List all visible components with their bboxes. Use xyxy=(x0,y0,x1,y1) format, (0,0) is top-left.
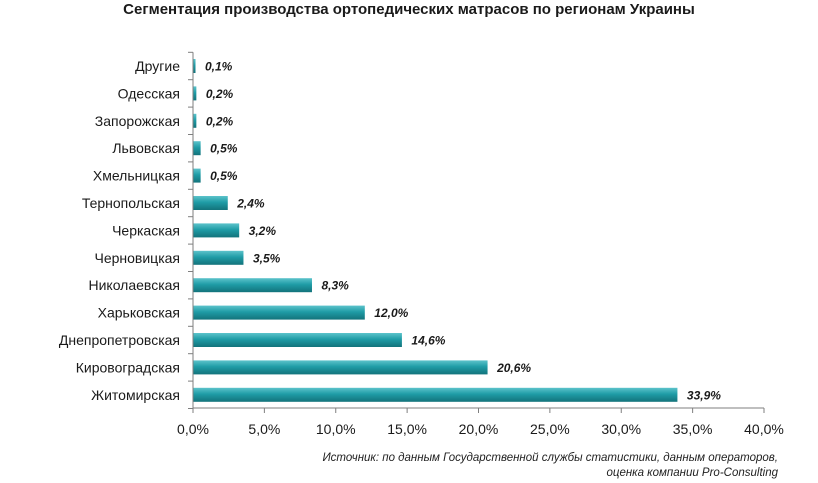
bar-5 xyxy=(193,168,201,183)
category-label-2: Одесская xyxy=(118,85,180,101)
x-tick-label-6: 25,0% xyxy=(530,421,570,437)
data-label-1: 0,1% xyxy=(205,60,233,74)
bar-2 xyxy=(193,86,197,101)
category-label-12: Кировоградская xyxy=(76,359,180,375)
source-note-line-2: оценка компании Pro-Consulting xyxy=(606,467,778,479)
category-label-5: Хмельницкая xyxy=(93,168,180,184)
x-tick-label-8: 35,0% xyxy=(673,421,713,437)
x-tick-label-1: 0,0% xyxy=(177,421,209,437)
x-tick-label-2: 5,0% xyxy=(248,421,280,437)
data-label-10: 12,0% xyxy=(374,306,408,320)
chart-title: Сегментация производства ортопедических … xyxy=(123,1,695,18)
category-label-11: Днепропетровская xyxy=(59,332,180,348)
bar-4 xyxy=(193,141,201,156)
x-tick-label-4: 15,0% xyxy=(387,421,427,437)
data-label-9: 8,3% xyxy=(321,279,349,293)
category-label-7: Черкаская xyxy=(112,222,180,238)
data-label-12: 20,6% xyxy=(496,361,531,375)
category-label-6: Тернопольская xyxy=(82,195,180,211)
data-label-7: 3,2% xyxy=(249,224,277,238)
x-tick-label-5: 20,0% xyxy=(459,421,499,437)
source-note: Источник: по данным Государственной служ… xyxy=(218,451,778,481)
x-tick-label-3: 10,0% xyxy=(316,421,356,437)
category-label-9: Николаевская xyxy=(88,277,180,293)
category-label-8: Черновицкая xyxy=(95,250,181,266)
bar-6 xyxy=(193,196,228,210)
bar-7 xyxy=(193,223,240,238)
bar-10 xyxy=(193,305,365,320)
bar-13 xyxy=(193,387,678,402)
bar-12 xyxy=(193,360,488,375)
data-label-5: 0,5% xyxy=(210,169,238,183)
category-label-10: Харьковская xyxy=(98,305,180,321)
data-label-3: 0,2% xyxy=(206,114,234,128)
data-label-13: 33,9% xyxy=(687,388,721,402)
bar-11 xyxy=(193,333,402,347)
category-label-4: Львовская xyxy=(112,140,180,156)
data-label-6: 2,4% xyxy=(236,197,265,211)
bar-1 xyxy=(193,59,196,73)
data-label-11: 14,6% xyxy=(411,334,445,348)
category-label-13: Житомирская xyxy=(91,387,180,403)
bar-8 xyxy=(193,250,244,265)
x-tick-label-7: 30,0% xyxy=(601,421,641,437)
category-label-3: Запорожская xyxy=(95,113,180,129)
data-label-4: 0,5% xyxy=(210,142,238,156)
data-label-8: 3,5% xyxy=(253,251,281,265)
source-note-line-1: Источник: по данным Государственной служ… xyxy=(322,452,778,464)
x-tick-label-9: 40,0% xyxy=(744,421,784,437)
bar-3 xyxy=(193,113,197,128)
data-label-2: 0,2% xyxy=(206,87,234,101)
category-label-1: Другие xyxy=(135,58,180,74)
bar-9 xyxy=(193,278,312,293)
